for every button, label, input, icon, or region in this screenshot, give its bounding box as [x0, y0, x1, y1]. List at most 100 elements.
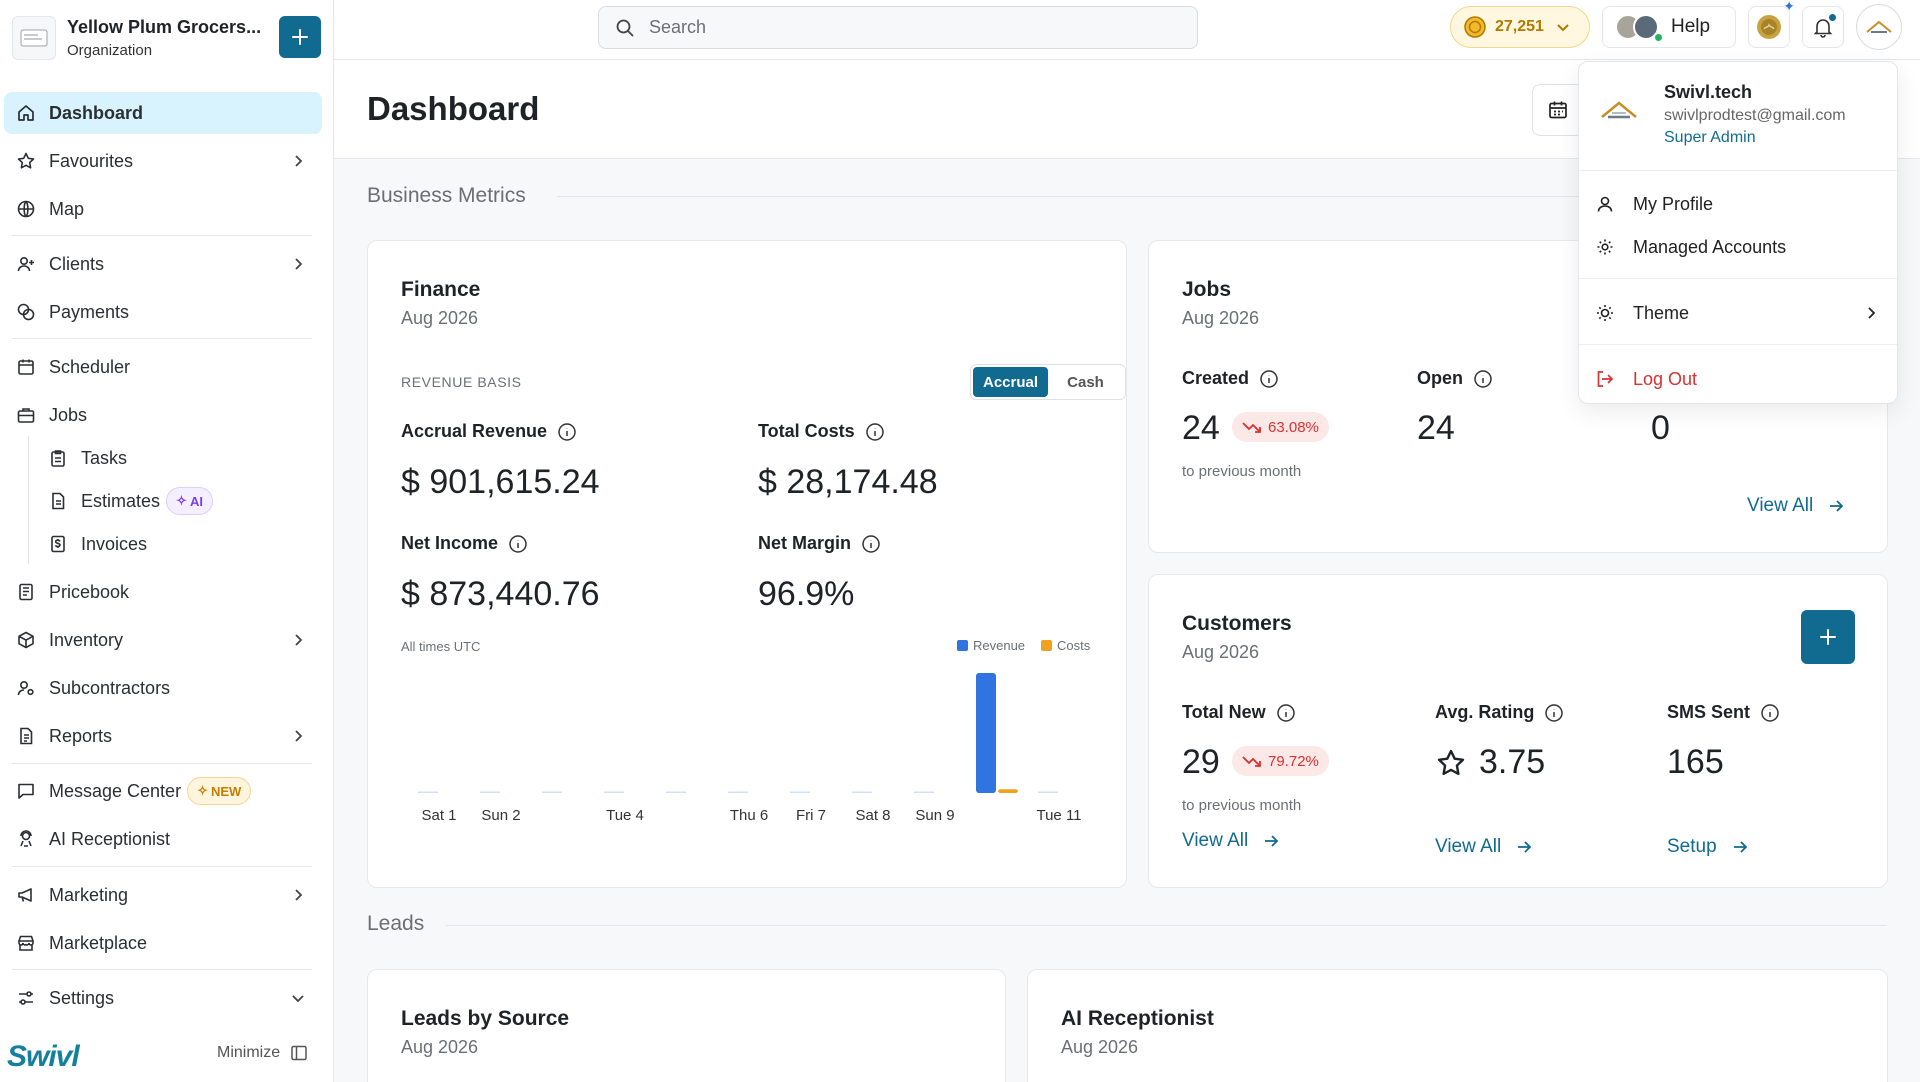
customers-view-all-link[interactable]: View All	[1182, 830, 1280, 852]
sidebar-item-marketplace[interactable]: Marketplace	[4, 922, 322, 964]
search-box[interactable]	[598, 6, 1198, 49]
bar-costs-3[interactable]	[626, 792, 646, 794]
menu-item-my-profile[interactable]: My Profile	[1579, 184, 1897, 224]
help-button[interactable]: Help	[1602, 6, 1736, 48]
sidebar-item-settings[interactable]: Settings	[4, 977, 322, 1019]
credits-button[interactable]: 27,251	[1450, 6, 1590, 48]
sidebar-item-estimates[interactable]: Estimates ✧ AI	[36, 480, 322, 522]
bar-costs-4[interactable]	[688, 792, 708, 794]
bar-costs-5[interactable]	[750, 792, 770, 794]
sidebar-item-clients[interactable]: Clients	[4, 243, 322, 285]
bar-costs-0[interactable]	[440, 792, 460, 794]
bar-revenue-1[interactable]	[480, 791, 500, 794]
bar-revenue-3[interactable]	[604, 791, 624, 794]
sms-setup-link[interactable]: Setup	[1667, 836, 1749, 858]
quick-add-button[interactable]	[279, 16, 321, 58]
jobs-view-all-link[interactable]: View All	[1747, 495, 1845, 517]
link-label: View All	[1747, 495, 1814, 516]
arrow-right-icon	[1830, 500, 1844, 512]
bar-revenue-10[interactable]	[1038, 791, 1058, 794]
sidebar-item-label: AI Receptionist	[49, 828, 171, 849]
bar-revenue-0[interactable]	[418, 791, 438, 794]
bar-costs-8[interactable]	[936, 792, 956, 794]
menu-item-theme[interactable]: Theme	[1579, 293, 1897, 333]
info-icon[interactable]	[557, 422, 577, 442]
sidebar-item-payments[interactable]: Payments	[4, 291, 322, 333]
bar-revenue-9[interactable]	[976, 673, 996, 793]
info-icon[interactable]	[1259, 369, 1279, 389]
metric-label-text: Net Margin	[758, 533, 852, 553]
info-icon[interactable]	[1760, 703, 1780, 723]
home-icon	[14, 101, 38, 125]
avg-rating-number: 3.75	[1479, 743, 1546, 781]
sidebar-item-ai-receptionist[interactable]: AI Receptionist	[4, 818, 322, 860]
company-logo-icon	[1866, 20, 1892, 33]
sidebar-item-favourites[interactable]: Favourites	[4, 140, 322, 182]
info-icon[interactable]	[865, 422, 885, 442]
bar-revenue-5[interactable]	[728, 791, 748, 794]
gear-icon	[1597, 239, 1613, 255]
user-menu-button[interactable]	[1856, 4, 1902, 50]
sidebar-item-invoices[interactable]: Invoices	[36, 523, 322, 565]
menu-item-managed-accounts[interactable]: Managed Accounts	[1579, 227, 1897, 267]
menu-item-label: Log Out	[1633, 368, 1698, 389]
org-switcher[interactable]: Yellow Plum Grocers... Organization	[12, 14, 322, 62]
sidebar-item-subcontractors[interactable]: Subcontractors	[4, 667, 322, 709]
sidebar-item-label: Clients	[49, 253, 105, 274]
bar-revenue-2[interactable]	[542, 791, 562, 794]
divider	[1579, 170, 1897, 171]
bar-costs-9[interactable]	[998, 789, 1018, 793]
org-name: Yellow Plum Grocers...	[67, 17, 262, 37]
divider	[12, 866, 312, 867]
bar-costs-7[interactable]	[874, 792, 894, 794]
x-tick-label: Sat 1	[421, 807, 457, 824]
sidebar-item-inventory[interactable]: Inventory	[4, 619, 322, 661]
cash-option[interactable]: Cash	[1067, 373, 1104, 391]
bar-revenue-6[interactable]	[790, 791, 810, 794]
bar-costs-10[interactable]	[1060, 792, 1080, 794]
rewards-button[interactable]: ✦	[1748, 0, 1795, 48]
sidebar-item-message-center[interactable]: Message Center ✧ NEW	[4, 770, 322, 812]
bar-revenue-4[interactable]	[666, 791, 686, 794]
user-role: Super Admin	[1664, 129, 1756, 146]
bar-revenue-8[interactable]	[914, 791, 934, 794]
section-rule	[446, 925, 1887, 926]
sidebar-item-scheduler[interactable]: Scheduler	[4, 346, 322, 388]
bar-costs-2[interactable]	[564, 792, 584, 794]
sidebar-item-reports[interactable]: Reports	[4, 715, 322, 757]
sidebar-item-label: Scheduler	[49, 356, 131, 377]
sidebar-item-dashboard[interactable]: Dashboard	[4, 92, 322, 134]
leads-by-source-title: Leads by Source	[401, 1007, 570, 1030]
notification-dot	[1827, 12, 1838, 23]
sidebar-item-pricebook[interactable]: Pricebook	[4, 571, 322, 613]
metric-label-text: SMS Sent	[1667, 702, 1751, 722]
search-input[interactable]	[649, 17, 1169, 38]
chevron-right-icon	[1868, 307, 1876, 319]
notifications-button[interactable]	[1802, 6, 1844, 48]
rating-view-all-link[interactable]: View All	[1435, 836, 1533, 858]
info-icon[interactable]	[1473, 369, 1493, 389]
info-icon[interactable]	[861, 534, 881, 554]
add-customer-button[interactable]	[1801, 610, 1855, 664]
sidebar-item-jobs[interactable]: Jobs	[4, 394, 322, 436]
menu-item-log-out[interactable]: Log Out	[1579, 359, 1897, 399]
sidebar-item-marketing[interactable]: Marketing	[4, 874, 322, 916]
minimize-sidebar-button[interactable]: Minimize	[217, 1044, 308, 1062]
menu-item-label: Theme	[1633, 302, 1690, 323]
info-icon[interactable]	[1276, 703, 1296, 723]
metric-label-text: Total Costs	[758, 421, 855, 441]
search-icon	[616, 19, 634, 36]
sidebar-item-map[interactable]: Map	[4, 188, 322, 230]
jobs-third-value: 0	[1651, 409, 1670, 447]
report-icon	[14, 724, 38, 748]
info-icon[interactable]	[508, 534, 528, 554]
calendar-icon	[14, 355, 38, 379]
bar-costs-6[interactable]	[812, 792, 832, 794]
sidebar-item-tasks[interactable]: Tasks	[36, 437, 322, 479]
bar-costs-1[interactable]	[502, 792, 522, 794]
info-icon[interactable]	[1544, 703, 1564, 723]
date-range-button[interactable]	[1532, 84, 1584, 136]
divider	[1579, 344, 1897, 345]
bar-revenue-7[interactable]	[852, 791, 872, 794]
accrual-option[interactable]: Accrual	[973, 367, 1048, 397]
